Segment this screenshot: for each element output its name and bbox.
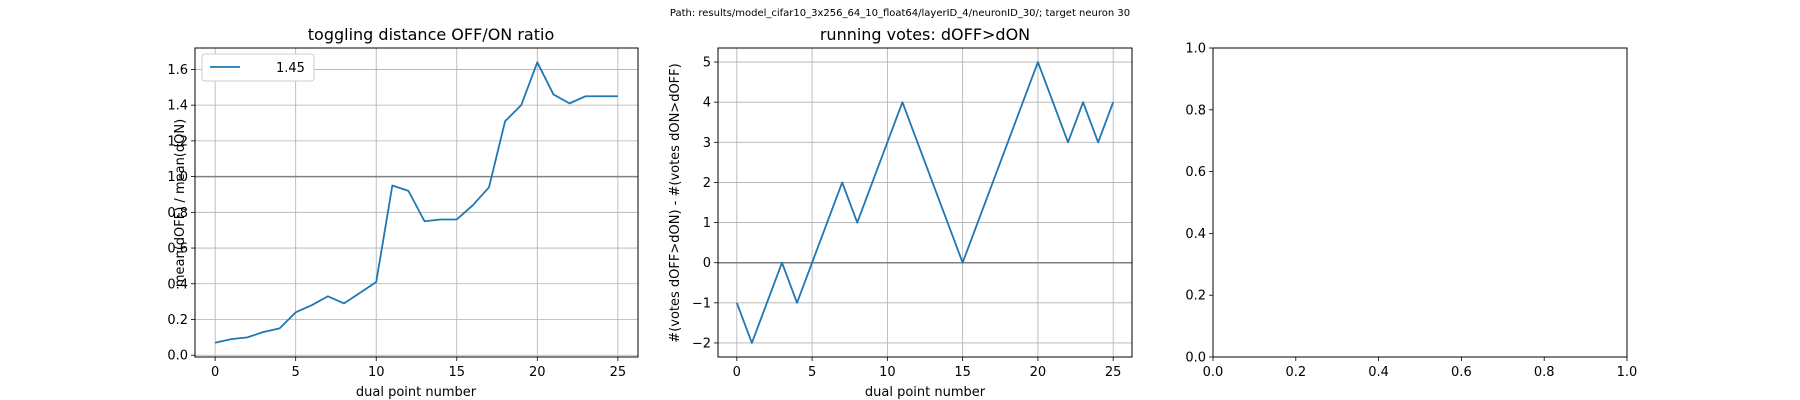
y-tick-label: 0.2 (167, 313, 188, 328)
x-tick-label: 5 (292, 365, 300, 380)
y-tick-label: 0.0 (167, 349, 188, 364)
panel-1-ticks: 0 5 10 15 20 25 0.0 0.2 0.4 0.6 0.8 1.0 1.2 1.4 1.6 (167, 63, 626, 380)
series-line (735, 61, 1115, 344)
x-tick-label: 10 (368, 365, 385, 380)
y-tick-label: 2 (703, 176, 711, 191)
y-tick-label: 1 (703, 216, 711, 231)
y-tick-label: 0.8 (1185, 103, 1206, 118)
y-tick-label: 0.6 (1185, 165, 1206, 180)
panel-empty: 0.0 0.2 0.4 0.6 0.8 1.0 0.0 0.2 0.4 0.6 0.8 1.0 (1185, 42, 1637, 381)
x-tick-label: 0.2 (1285, 365, 1306, 380)
panel-2-xlabel: dual point number (865, 385, 986, 400)
y-tick-label: 0.6 (167, 242, 188, 257)
panel-2-title: running votes: dOFF>dON (820, 25, 1030, 44)
x-tick-label: 0.6 (1451, 365, 1472, 380)
panel-1-grid (195, 48, 638, 357)
y-tick-label: 0.2 (1185, 289, 1206, 304)
y-tick-label: −1 (692, 296, 711, 311)
panel-1-axes-frame (194, 47, 639, 358)
panel-2-ticks: 0 5 10 15 20 25 −2 −1 0 1 2 3 4 5 (692, 56, 1122, 380)
y-tick-label: 1.0 (167, 170, 188, 185)
y-tick-label: 4 (703, 96, 711, 111)
y-tick-label: 0.8 (167, 206, 188, 221)
legend-box (201, 53, 315, 82)
y-tick-label: 1.4 (167, 99, 188, 114)
x-tick-label: 0 (733, 365, 741, 380)
panel-2-grid (718, 48, 1132, 357)
panel-1-ylabel: mean(dOFF) / mean(dON) (173, 119, 188, 287)
x-tick-label: 0 (211, 365, 219, 380)
x-tick-label: 0.4 (1368, 365, 1389, 380)
x-tick-label: 25 (1105, 365, 1122, 380)
x-tick-label: 20 (529, 365, 546, 380)
panel-3-ticks: 0.0 0.2 0.4 0.6 0.8 1.0 0.0 0.2 0.4 0.6 0.8 1.0 (1185, 42, 1637, 381)
y-tick-label: 0 (703, 256, 711, 271)
x-tick-label: 0.8 (1534, 365, 1555, 380)
panel-2-ylabel: #(votes dOFF>dON) - #(votes dON>dOFF) (668, 63, 683, 342)
x-tick-label: 10 (879, 365, 896, 380)
y-tick-label: 1.2 (167, 134, 188, 149)
panel-2-axes-frame (717, 47, 1133, 358)
panel-1-series (214, 61, 618, 344)
x-tick-label: 5 (808, 365, 816, 380)
y-tick-label: 0.4 (1185, 227, 1206, 242)
panel-ratio: toggling distance OFF/ON ratio 0 5 10 15 20 2… (167, 25, 639, 400)
panel-1-legend: 1.45 (201, 53, 315, 82)
y-tick-label: 0.0 (1185, 351, 1206, 366)
y-tick-label: 1.6 (167, 63, 188, 78)
y-tick-label: −2 (692, 336, 711, 351)
x-tick-label: 15 (448, 365, 465, 380)
panel-votes: running votes: dOFF>dON 0 5 10 15 20 25−2−101… (668, 25, 1133, 400)
y-tick-label: 1.0 (1185, 42, 1206, 57)
x-tick-label: 0.0 (1203, 365, 1224, 380)
series-line (214, 61, 618, 344)
panel-1-title: toggling distance OFF/ON ratio (308, 25, 554, 44)
panel-1-xlabel: dual point number (356, 385, 477, 400)
y-tick-label: 0.4 (167, 277, 188, 292)
y-tick-label: 5 (703, 56, 711, 71)
x-tick-label: 20 (1030, 365, 1047, 380)
figure-suptitle: Path: results/model_cifar10_3x256_64_10_… (670, 8, 1130, 19)
panel-3-axes-frame (1212, 47, 1628, 358)
legend-entry-label: 1.45 (276, 61, 305, 76)
x-tick-label: 15 (954, 365, 971, 380)
x-tick-label: 25 (610, 365, 627, 380)
x-tick-label: 1.0 (1617, 365, 1638, 380)
y-tick-label: 3 (703, 136, 711, 151)
panel-2-series (735, 61, 1115, 344)
